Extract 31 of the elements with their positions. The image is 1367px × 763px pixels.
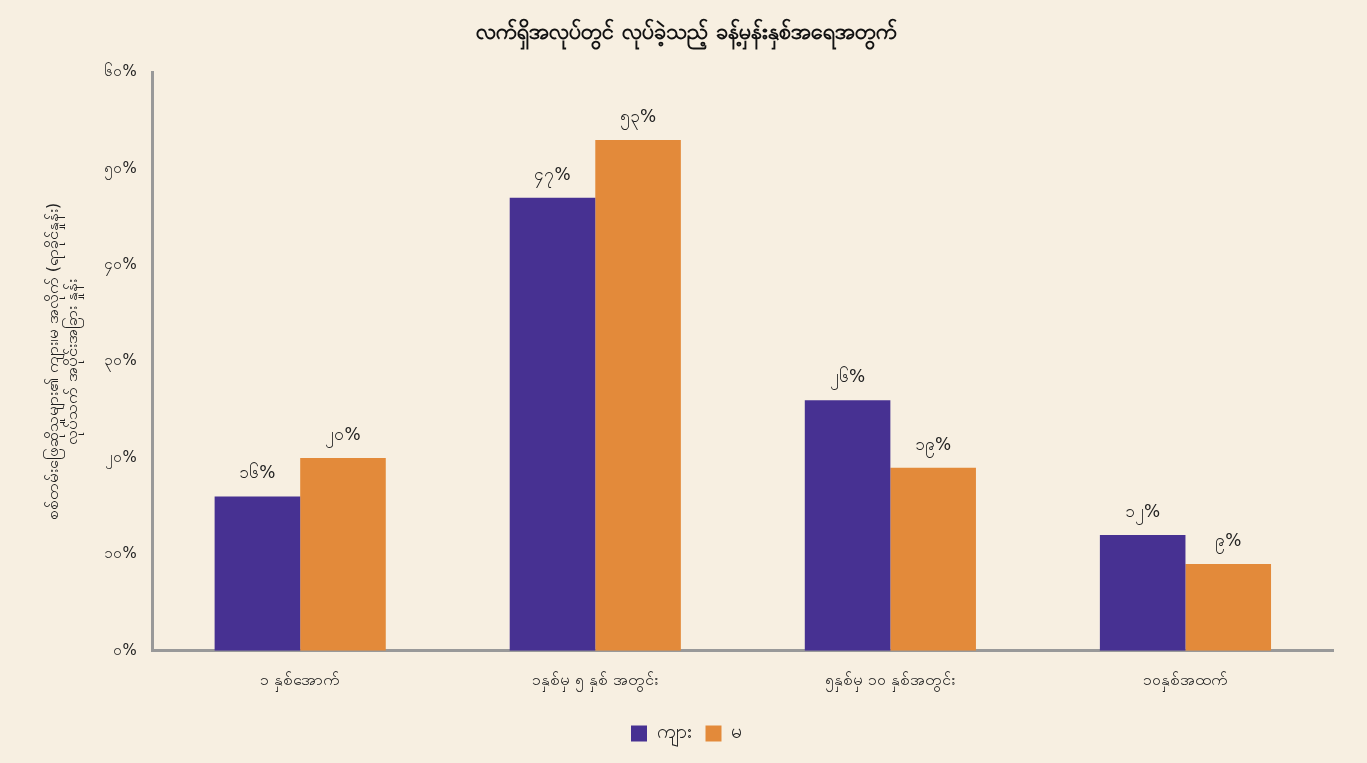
y-tick-label: ၁၀% — [104, 544, 137, 563]
chart-title: လက်ရှိအလုပ်တွင် လုပ်ခဲ့သည့် ခန့်မှန်းနှစ်အရေအတွက် — [476, 17, 897, 50]
bar — [595, 139, 681, 651]
bar — [214, 496, 301, 651]
bar — [509, 197, 596, 651]
y-tick-label: ၅၀% — [104, 158, 137, 180]
data-label: ၅၃% — [619, 105, 657, 130]
x-tick-label: ၅နှစ်မှ ၁၀ နှစ်အတွင်း — [825, 669, 956, 692]
y-tick-label: ၆၀% — [104, 62, 137, 81]
y-tick-label: ၄၀% — [104, 255, 137, 277]
bar — [804, 400, 891, 651]
y-tick-label: ၃၀% — [104, 351, 137, 373]
x-tick-label: ၁ နှစ်အောက် — [260, 669, 341, 692]
data-label: ၁၉% — [915, 433, 952, 458]
data-label: ၉% — [1215, 529, 1242, 554]
bar — [300, 458, 386, 651]
data-label: ၂၆% — [830, 366, 866, 391]
data-label: ၁၆% — [239, 462, 276, 483]
y-tick-label: ၂၀% — [105, 447, 137, 469]
y-tick-label: ၀% — [113, 640, 137, 659]
x-tick-label: ၁၀နှစ်အထက် — [1142, 669, 1228, 692]
legend-label: မ — [731, 720, 742, 743]
bar — [1099, 535, 1186, 651]
bar — [890, 467, 976, 651]
x-tick-label: ၁နှစ်မှ ၅ နှစ် အတွင်း — [532, 669, 659, 692]
data-label: ၂၀% — [325, 423, 361, 448]
bar — [1185, 564, 1272, 651]
data-label: ၁၂% — [1125, 501, 1161, 526]
data-label: ၄၇% — [534, 163, 571, 188]
legend-label: ကျား — [656, 720, 692, 748]
y-axis-title: စစ်တမ်းဖြေဆိုသူများ၏ ကျား၊မ အလိုက် (ရာခိုင်နှုန်း) လုပ်သက် အပိုင်းအခြား နှုန်း — [42, 202, 84, 521]
